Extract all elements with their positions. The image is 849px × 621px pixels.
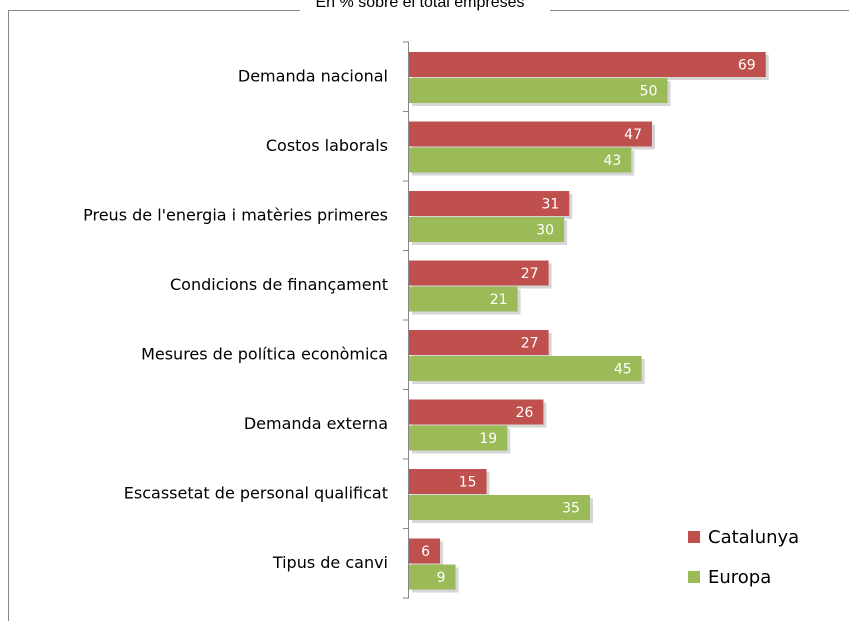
legend-label: Europa bbox=[708, 567, 771, 588]
value-label: 27 bbox=[521, 266, 539, 282]
value-label: 9 bbox=[437, 570, 446, 586]
bar bbox=[409, 260, 549, 286]
category-label: Tipus de canvi bbox=[272, 553, 388, 572]
bar bbox=[409, 495, 590, 520]
category-label: Preus de l'energia i matèries primeres bbox=[83, 205, 388, 224]
legend-swatch bbox=[688, 531, 700, 543]
bar bbox=[409, 330, 549, 355]
bar bbox=[409, 147, 632, 173]
category-label: Demanda nacional bbox=[238, 66, 388, 85]
chart-subtitle: En % sobre el total empreses bbox=[316, 0, 525, 11]
legend-label: Catalunya bbox=[708, 527, 799, 548]
title-bg bbox=[300, 0, 550, 12]
category-label: Mesures de política econòmica bbox=[141, 344, 388, 363]
value-label: 69 bbox=[738, 58, 756, 74]
value-label: 19 bbox=[479, 431, 497, 447]
category-label: Escassetat de personal qualificat bbox=[124, 483, 388, 502]
value-label: 47 bbox=[624, 127, 642, 143]
bar bbox=[409, 469, 487, 494]
value-label: 35 bbox=[562, 501, 580, 517]
value-label: 31 bbox=[541, 197, 559, 213]
bar bbox=[409, 538, 441, 564]
category-label: Condicions de finançament bbox=[170, 275, 388, 294]
category-label: Costos laborals bbox=[266, 136, 388, 155]
bar bbox=[409, 356, 642, 381]
bar bbox=[409, 191, 570, 216]
bar bbox=[409, 564, 456, 590]
bar bbox=[409, 425, 508, 451]
value-label: 21 bbox=[490, 292, 508, 308]
bar bbox=[409, 52, 766, 77]
value-label: 26 bbox=[516, 405, 534, 421]
legend-swatch bbox=[688, 571, 700, 583]
value-label: 50 bbox=[640, 84, 658, 100]
bar bbox=[409, 121, 652, 147]
bar bbox=[409, 217, 565, 242]
value-label: 27 bbox=[521, 336, 539, 352]
bar bbox=[409, 286, 518, 312]
category-label: Demanda externa bbox=[244, 414, 388, 433]
value-label: 43 bbox=[603, 153, 621, 169]
value-label: 30 bbox=[536, 223, 554, 239]
value-label: 15 bbox=[459, 475, 477, 491]
bar bbox=[409, 78, 668, 103]
value-label: 6 bbox=[421, 544, 430, 560]
bar bbox=[409, 399, 544, 425]
value-label: 45 bbox=[614, 362, 632, 378]
